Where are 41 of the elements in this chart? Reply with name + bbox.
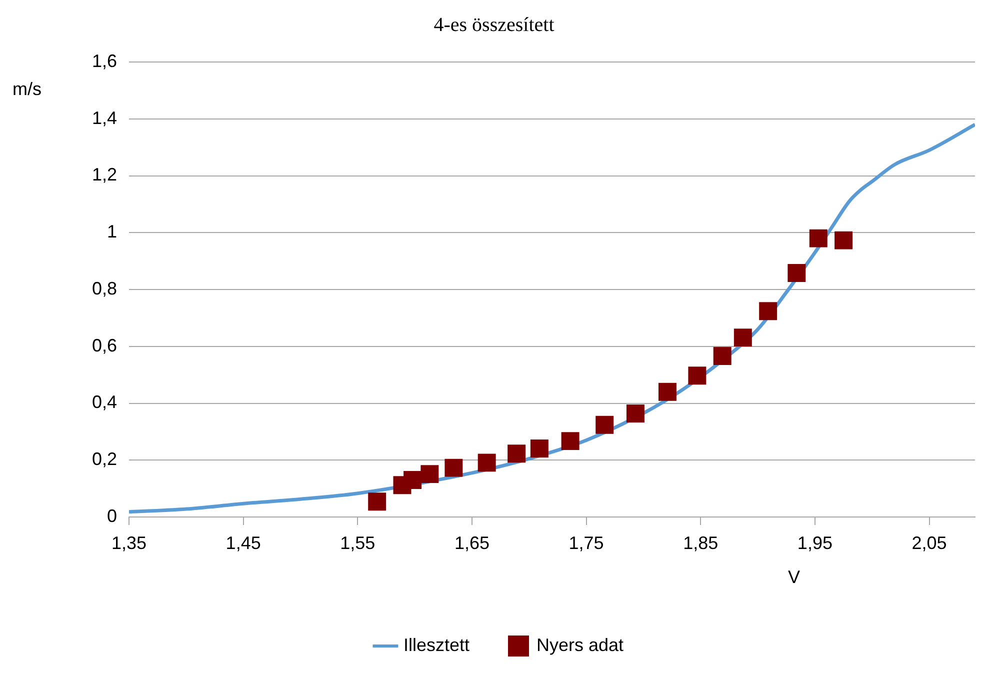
x-tick-label: 1,75	[568, 532, 604, 553]
x-tick-label: 1,35	[111, 532, 147, 553]
y-tick-label: 1,4	[92, 108, 117, 128]
x-tick-label: 1,95	[797, 532, 832, 553]
point	[788, 264, 806, 282]
point	[596, 416, 614, 434]
point	[809, 229, 828, 248]
y-axis-title: m/s	[12, 78, 42, 99]
point	[404, 471, 422, 490]
y-tick-label: 1,6	[92, 50, 117, 71]
point	[713, 347, 732, 366]
point	[759, 302, 778, 320]
point	[444, 458, 463, 477]
point	[658, 382, 676, 401]
point	[508, 444, 526, 463]
chart-title: 4-es összesített	[432, 14, 556, 37]
y-tick-label: 0,4	[92, 392, 117, 412]
point	[734, 328, 752, 347]
legend-label: Illesztett	[403, 634, 470, 655]
y-tick-label: 0	[106, 506, 117, 526]
y-tick-label: 0,6	[92, 335, 117, 356]
y-tick-label: 0,8	[92, 278, 117, 298]
x-tick-label: 1,45	[226, 532, 261, 553]
point	[368, 492, 386, 511]
point	[834, 231, 853, 250]
point	[478, 454, 496, 472]
point	[688, 366, 706, 385]
point	[420, 465, 439, 484]
x-tick-label: 2,05	[912, 532, 947, 553]
point	[626, 404, 644, 422]
y-tick-label: 1	[106, 222, 117, 242]
x-tick-label: 1,65	[454, 532, 490, 553]
legend-label: Nyers adat	[536, 634, 624, 655]
point	[561, 432, 580, 450]
point	[530, 439, 548, 458]
y-tick-label: 0,2	[92, 449, 117, 470]
x-tick-label: 1,85	[683, 532, 718, 553]
x-tick-label: 1,55	[340, 532, 376, 553]
line-series	[129, 122, 975, 514]
y-tick-label: 1,2	[92, 164, 117, 185]
x-axis-title: V	[788, 566, 800, 587]
